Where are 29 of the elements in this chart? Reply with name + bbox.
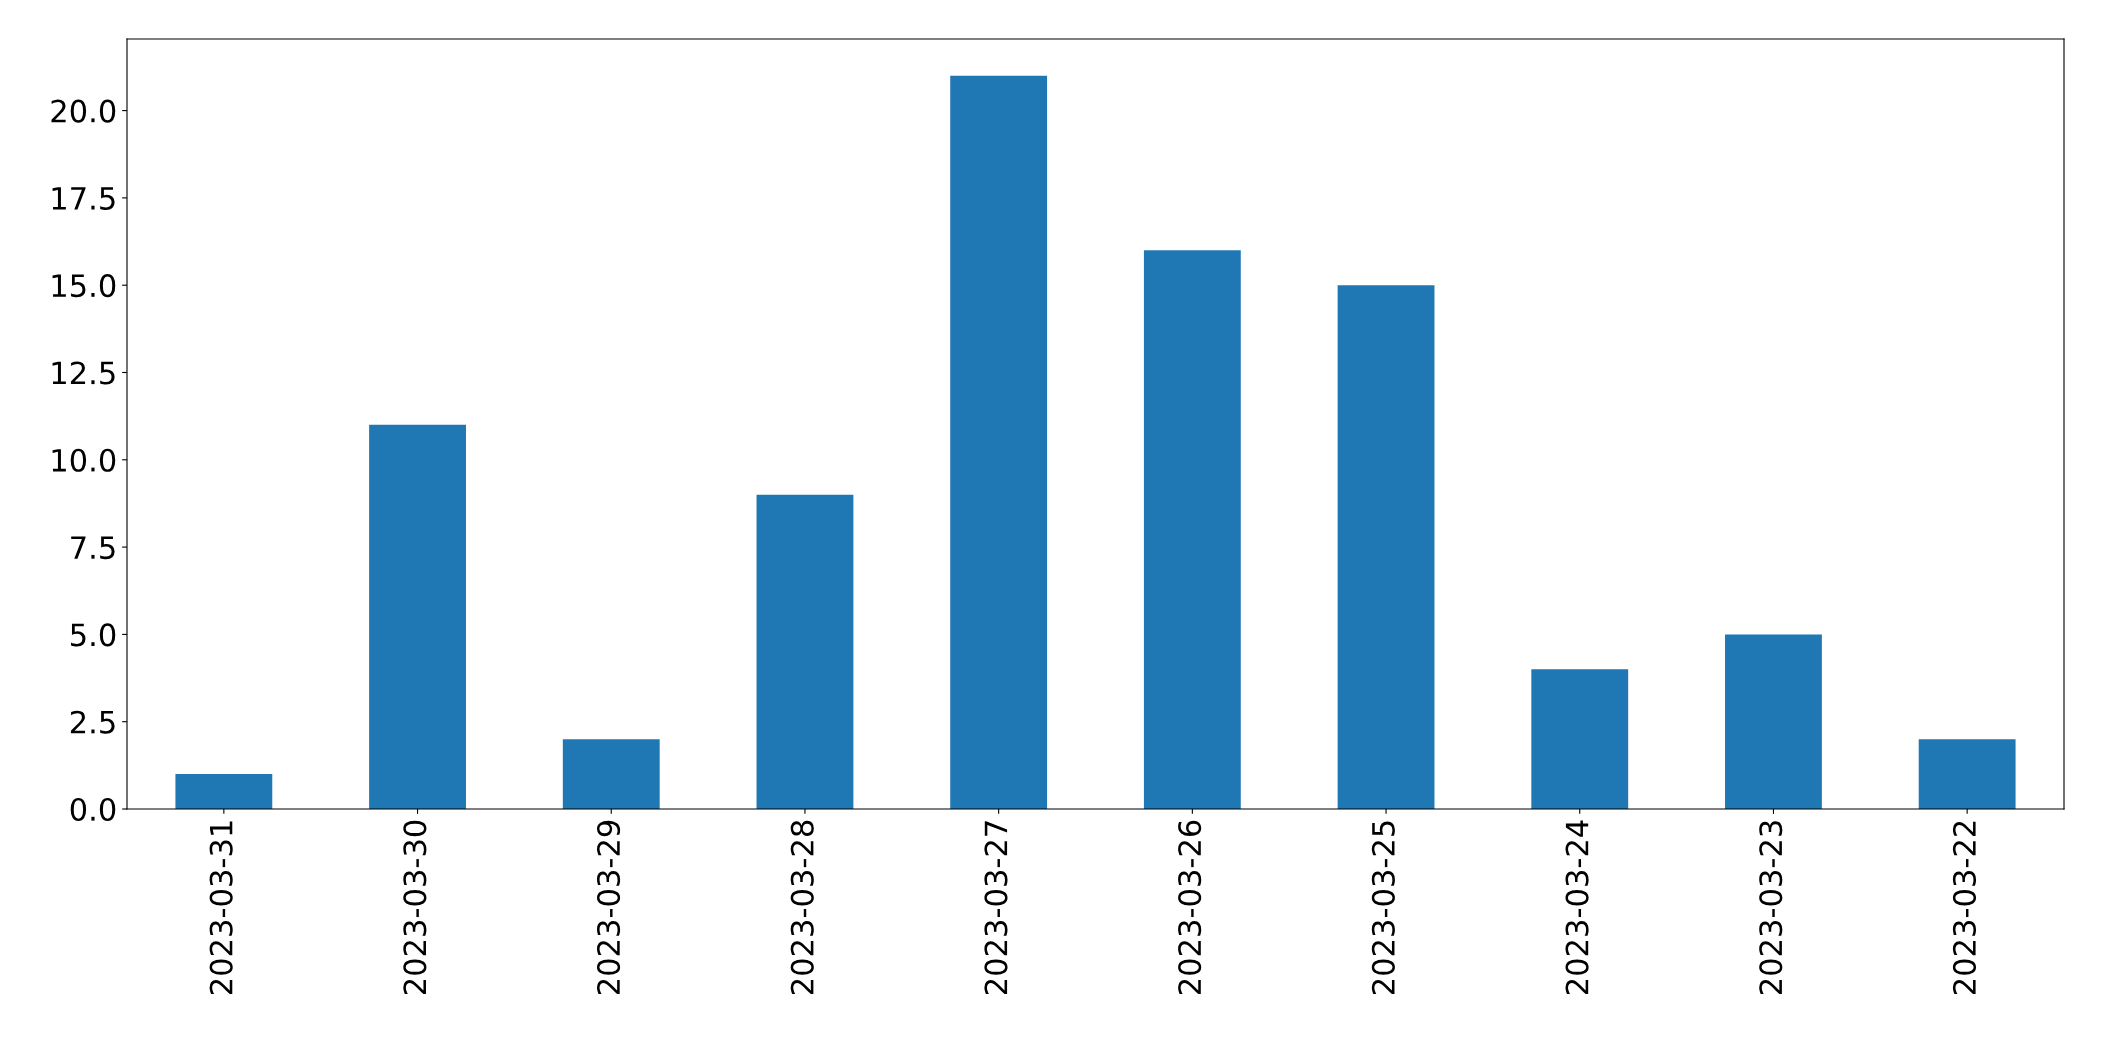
- bar: [1143, 250, 1241, 809]
- y-tick-label: 7.5: [71, 536, 115, 560]
- bar: [175, 774, 273, 809]
- bar: [1725, 634, 1822, 809]
- bar: [369, 424, 466, 809]
- y-tick-label: 10.0: [52, 448, 116, 472]
- bar: [950, 75, 1048, 809]
- y-tick-label: 5.0: [71, 623, 116, 647]
- x-tick-label: 2023-03-28: [790, 820, 814, 995]
- x-tick-label: 2023-03-27: [984, 821, 1008, 995]
- x-tick-label: 2023-03-26: [1178, 820, 1202, 995]
- x-tick-label: 2023-03-22: [1952, 821, 1977, 995]
- y-tick-label: 0.0: [70, 797, 116, 822]
- y-tick-label: 17.5: [52, 187, 115, 210]
- y-tick-label: 12.5: [52, 361, 115, 385]
- y-tick-label: 15.0: [52, 274, 116, 298]
- x-tick-label: 2023-03-29: [597, 820, 621, 995]
- y-tick-label: 20.0: [51, 99, 116, 123]
- x-tick-label: 2023-03-31: [209, 821, 233, 995]
- x-tick-label: 2023-03-23: [1759, 821, 1783, 995]
- bar: [756, 494, 854, 809]
- bar: [1531, 669, 1629, 809]
- bar: [1337, 285, 1435, 809]
- x-tick-label: 2023-03-30: [403, 820, 427, 995]
- x-tick-label: 2023-03-25: [1371, 821, 1395, 995]
- bar: [1918, 739, 2016, 809]
- x-tick-label: 2023-03-24: [1565, 820, 1589, 995]
- y-tick-label: 2.5: [70, 710, 115, 734]
- bar: [562, 739, 660, 809]
